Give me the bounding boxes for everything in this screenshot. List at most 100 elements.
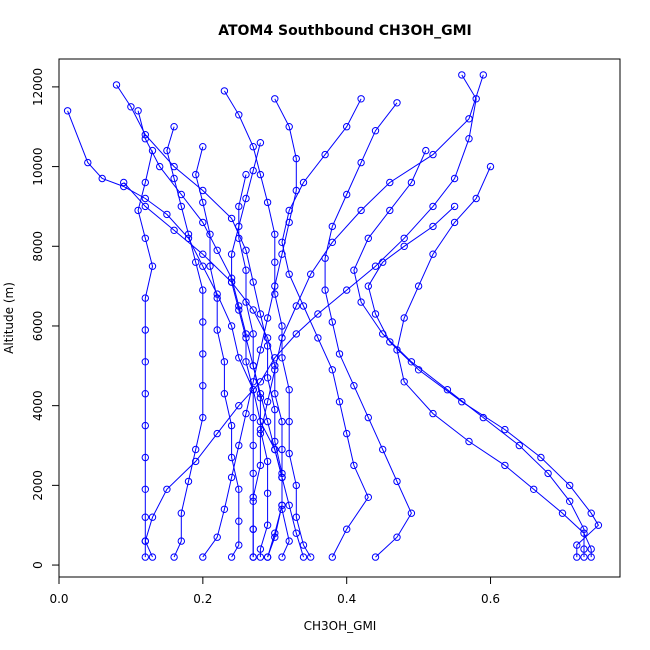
series-12 xyxy=(278,95,372,561)
data-point xyxy=(443,386,452,394)
data-point xyxy=(278,322,286,330)
data-point xyxy=(184,477,193,486)
data-point xyxy=(285,270,293,278)
x-axis-label: CH3OH_GMI xyxy=(304,619,377,633)
data-point xyxy=(148,513,157,521)
series-line xyxy=(137,150,154,558)
data-point xyxy=(63,107,72,115)
data-point xyxy=(285,501,293,509)
data-point xyxy=(292,513,300,521)
data-point xyxy=(573,553,581,561)
data-point xyxy=(242,298,250,306)
data-point xyxy=(213,429,221,438)
data-point xyxy=(220,87,229,95)
series-line xyxy=(281,98,369,558)
data-point xyxy=(343,429,351,438)
data-point xyxy=(379,445,387,454)
data-point xyxy=(271,529,279,537)
data-point xyxy=(263,489,272,497)
data-point xyxy=(299,553,308,561)
data-point xyxy=(235,541,243,549)
data-point xyxy=(343,286,351,294)
series-line xyxy=(252,74,484,558)
data-point xyxy=(227,214,236,223)
data-point xyxy=(184,230,193,239)
data-point xyxy=(242,170,250,179)
data-point xyxy=(249,497,257,505)
data-point xyxy=(472,194,480,203)
data-point xyxy=(350,461,358,470)
data-point xyxy=(357,206,365,215)
data-point xyxy=(357,95,365,103)
data-point xyxy=(371,262,380,270)
data-point xyxy=(213,246,221,255)
data-point xyxy=(177,537,186,545)
data-point xyxy=(271,362,279,370)
data-point xyxy=(227,473,236,482)
data-point xyxy=(307,553,315,561)
data-point xyxy=(465,115,473,123)
data-point xyxy=(249,386,257,394)
series-line xyxy=(202,98,297,558)
data-point xyxy=(141,234,150,243)
data-point xyxy=(458,398,466,406)
data-point xyxy=(335,350,344,358)
data-point xyxy=(141,513,150,521)
series-18 xyxy=(134,107,257,561)
data-point xyxy=(429,150,437,159)
data-point xyxy=(235,222,243,231)
data-point xyxy=(242,358,250,366)
data-point xyxy=(177,509,186,517)
x-tick-label: 0.4 xyxy=(337,592,356,606)
data-point xyxy=(127,103,135,111)
data-point xyxy=(141,537,150,545)
data-point xyxy=(271,282,279,290)
data-point xyxy=(465,135,473,143)
data-point xyxy=(249,362,257,370)
data-point xyxy=(235,402,243,410)
data-point xyxy=(235,485,243,493)
data-point xyxy=(227,421,236,430)
data-point xyxy=(292,186,300,195)
data-point xyxy=(299,178,308,187)
series-10 xyxy=(192,143,243,561)
data-point xyxy=(271,405,279,414)
data-point xyxy=(134,206,142,215)
data-point xyxy=(220,358,229,366)
data-point xyxy=(213,326,221,334)
series-line xyxy=(123,182,283,558)
data-point xyxy=(271,230,279,239)
data-point xyxy=(256,139,265,147)
data-point xyxy=(580,525,588,533)
data-point xyxy=(249,278,257,286)
data-point xyxy=(271,258,279,266)
data-point xyxy=(199,350,207,358)
data-point xyxy=(235,202,243,211)
data-point xyxy=(271,95,279,103)
data-point xyxy=(213,294,221,302)
data-point xyxy=(134,107,142,115)
data-point xyxy=(515,441,523,450)
data-point xyxy=(537,453,545,462)
data-point xyxy=(141,202,150,211)
data-point xyxy=(429,202,437,211)
data-point xyxy=(580,545,588,553)
data-point xyxy=(263,314,272,322)
x-axis: 0.0 0.2 0.4 0.6 xyxy=(49,576,500,606)
data-point xyxy=(479,71,487,79)
data-point xyxy=(328,553,336,561)
data-point xyxy=(256,553,265,561)
data-point xyxy=(278,445,286,454)
data-point xyxy=(292,302,300,310)
data-point xyxy=(357,158,365,167)
data-point xyxy=(271,290,279,298)
data-point xyxy=(321,254,329,262)
data-point xyxy=(256,170,265,179)
data-point xyxy=(407,178,416,187)
data-point xyxy=(566,481,574,490)
data-point xyxy=(141,178,150,187)
data-point xyxy=(199,553,207,561)
data-point xyxy=(199,218,207,227)
data-point xyxy=(199,286,207,294)
data-point xyxy=(227,553,236,561)
